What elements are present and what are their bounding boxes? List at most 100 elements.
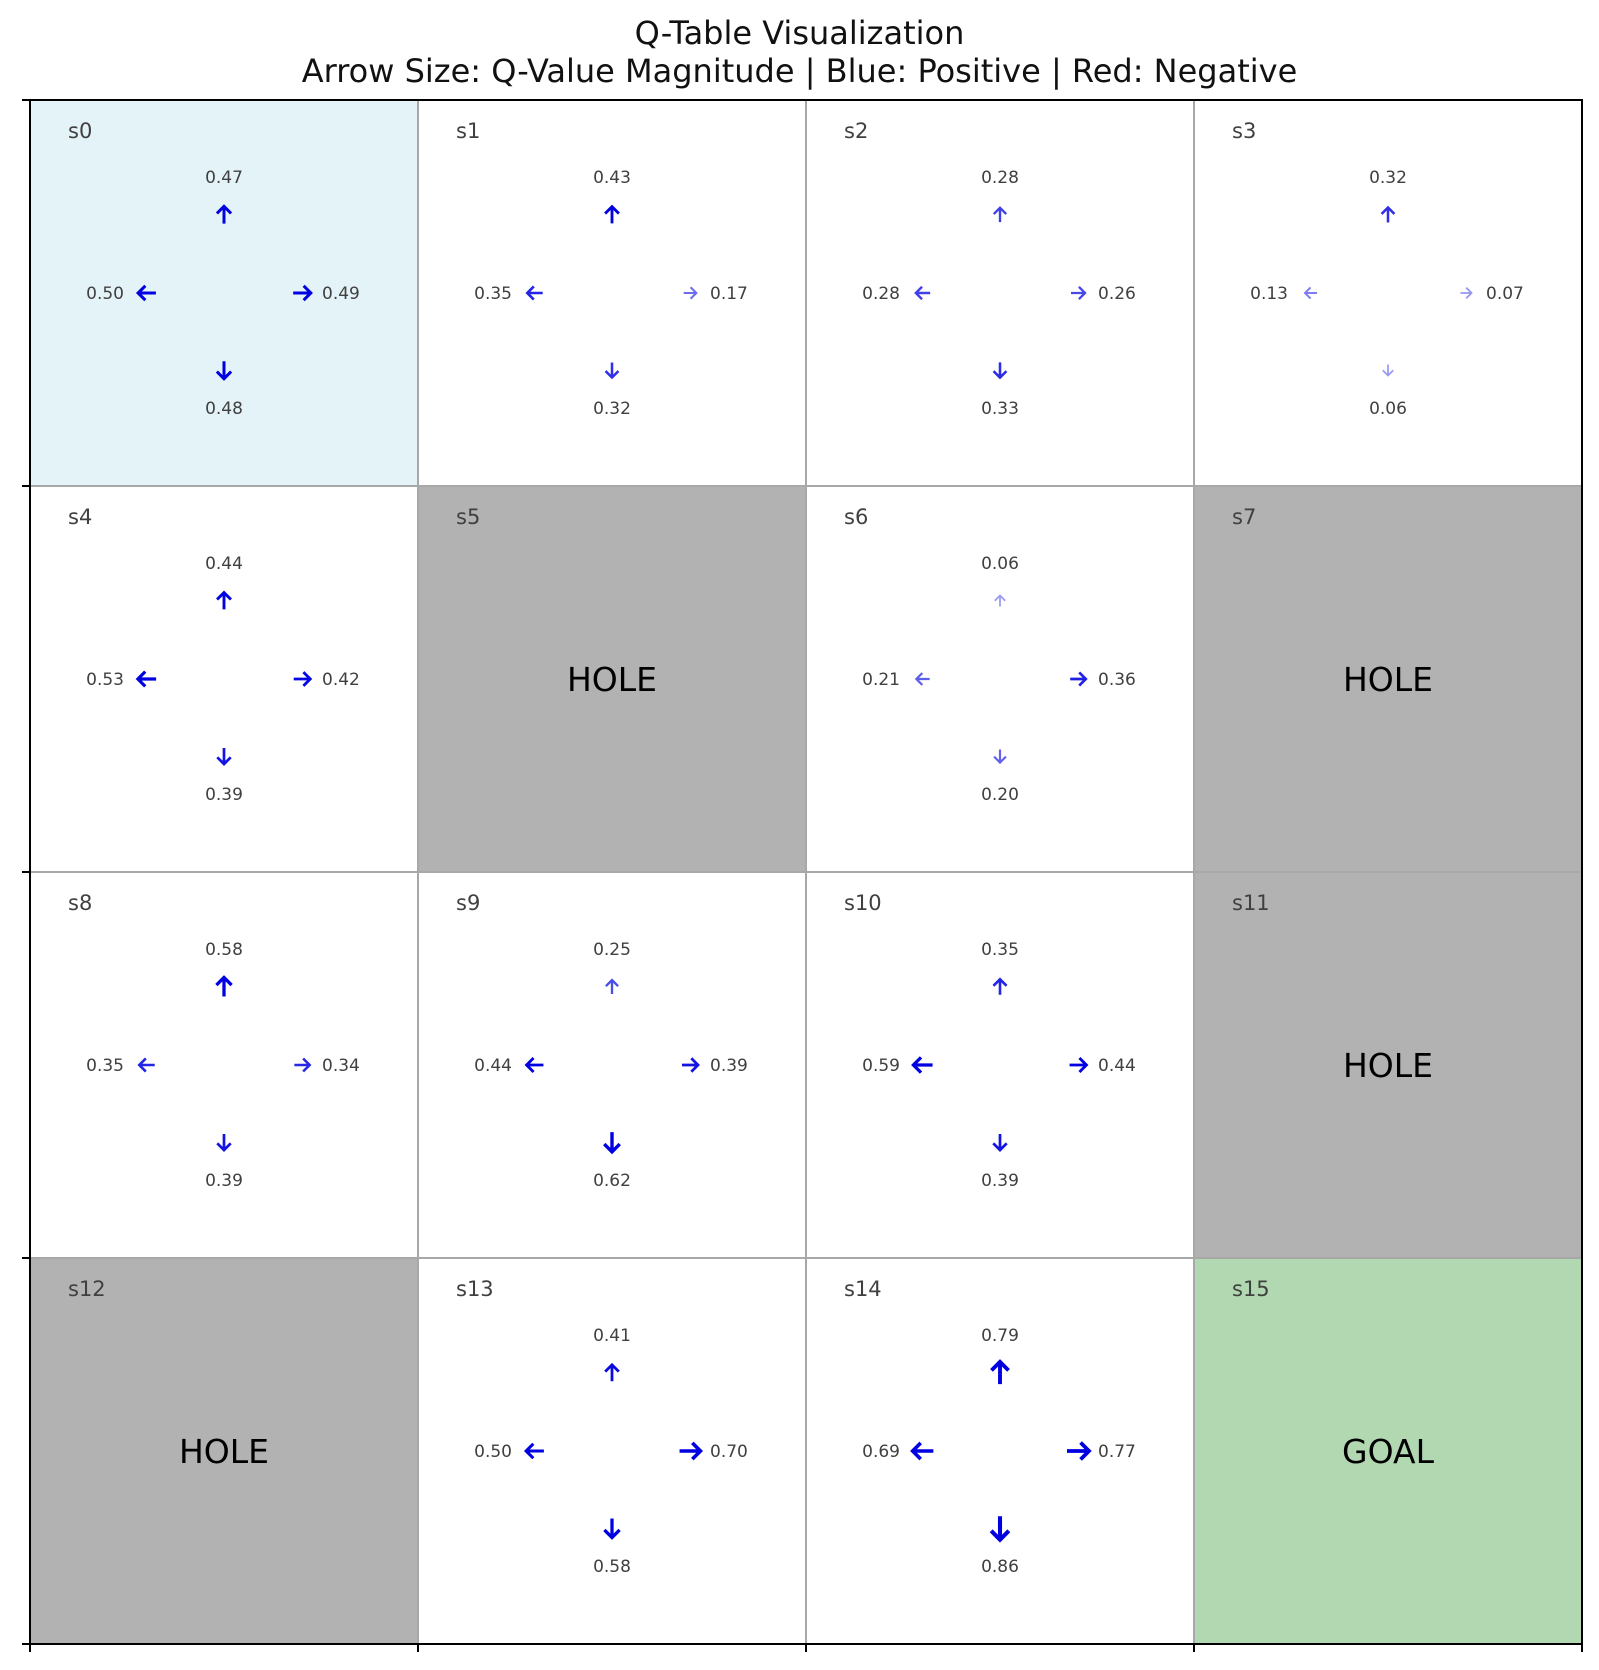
q-value-down: 0.39: [981, 1171, 1019, 1191]
state-cell-s13: s13 0.41 0.58 0.50 0.70: [417, 1257, 807, 1645]
arrow-down-icon: [603, 1518, 621, 1540]
arrow-up-icon: [215, 975, 233, 997]
q-value-down: 0.48: [205, 399, 243, 419]
arrow-right-icon: [1460, 287, 1473, 299]
arrow-up-icon: [992, 977, 1008, 995]
arrow-up-icon: [992, 206, 1008, 223]
q-value-left: 0.28: [862, 284, 900, 304]
arrow-up-icon: [604, 204, 620, 224]
state-cell-s10: s10 0.35 0.39 0.59 0.44: [805, 871, 1195, 1259]
q-value-right: 0.26: [1098, 284, 1136, 304]
arrow-left-icon: [914, 672, 930, 686]
q-value-left: 0.50: [86, 284, 124, 304]
chart-title: Q-Table Visualization: [634, 14, 965, 52]
cell-background: [1193, 1257, 1583, 1645]
q-value-left: 0.50: [474, 1442, 512, 1462]
q-value-up: 0.35: [981, 940, 1019, 960]
arrow-down-icon: [603, 1132, 621, 1155]
arrow-right-icon: [1069, 1057, 1089, 1073]
cell-background: [1193, 485, 1583, 873]
arrow-up-icon: [215, 204, 233, 224]
state-cell-s5: s5 HOLE: [417, 485, 807, 873]
arrow-right-icon: [683, 286, 698, 300]
arrow-up-icon: [1380, 205, 1396, 223]
q-value-right: 0.42: [322, 670, 360, 690]
arrow-left-icon: [914, 285, 931, 301]
cell-background: [29, 99, 419, 487]
state-label: s13: [456, 1277, 494, 1301]
q-value-left: 0.13: [1250, 284, 1288, 304]
cell-background: [805, 99, 1195, 487]
q-value-up: 0.28: [981, 168, 1019, 188]
state-cell-s15: s15 GOAL: [1193, 1257, 1583, 1645]
arrow-left-icon: [524, 1057, 544, 1073]
state-cell-s12: s12 HOLE: [29, 1257, 419, 1645]
cell-background: [805, 871, 1195, 1259]
q-value-left: 0.21: [862, 670, 900, 690]
q-value-down: 0.33: [981, 399, 1019, 419]
state-label: s7: [1232, 505, 1256, 529]
q-value-up: 0.06: [981, 554, 1019, 574]
state-label: s1: [456, 119, 480, 143]
state-cell-s8: s8 0.58 0.39 0.35 0.34: [29, 871, 419, 1259]
q-value-right: 0.70: [710, 1442, 748, 1462]
q-value-down: 0.39: [205, 1171, 243, 1191]
state-label: s6: [844, 505, 868, 529]
arrow-down-icon: [216, 1133, 232, 1152]
q-value-right: 0.36: [1098, 670, 1136, 690]
q-value-up: 0.58: [205, 940, 243, 960]
state-label: s11: [1232, 891, 1270, 915]
arrow-right-icon: [1070, 286, 1087, 300]
q-value-right: 0.34: [322, 1056, 360, 1076]
q-value-up: 0.25: [593, 940, 631, 960]
arrow-down-icon: [216, 747, 232, 766]
q-value-left: 0.69: [862, 1442, 900, 1462]
state-cell-s14: s14 0.79 0.86 0.69 0.77: [805, 1257, 1195, 1645]
chart-subtitle: Arrow Size: Q-Value Magnitude | Blue: Po…: [301, 52, 1298, 90]
arrow-right-icon: [681, 1057, 700, 1073]
q-value-right: 0.07: [1486, 284, 1524, 304]
arrow-left-icon: [911, 1056, 933, 1074]
state-label: s15: [1232, 1277, 1270, 1301]
arrow-up-icon: [216, 590, 232, 610]
q-value-down: 0.62: [593, 1171, 631, 1191]
q-value-down: 0.32: [593, 399, 631, 419]
arrow-up-icon: [990, 1359, 1010, 1385]
state-cell-s0: s0 0.47 0.48 0.50 0.49: [29, 99, 419, 487]
state-cell-s4: s4 0.44 0.39 0.53 0.42: [29, 485, 419, 873]
state-cell-s3: s3 0.32 0.06 0.13 0.07: [1193, 99, 1583, 487]
arrow-left-icon: [137, 1057, 155, 1073]
arrow-down-icon: [1382, 364, 1394, 377]
q-value-up: 0.32: [1369, 168, 1407, 188]
arrow-right-icon: [679, 1441, 704, 1461]
cell-background: [417, 871, 807, 1259]
arrow-up-icon: [604, 1362, 620, 1382]
q-value-right: 0.17: [710, 284, 748, 304]
arrow-down-icon: [215, 361, 233, 381]
state-label: s4: [68, 505, 92, 529]
arrow-down-icon: [989, 1516, 1011, 1543]
arrow-left-icon: [1303, 286, 1318, 300]
q-value-up: 0.44: [205, 554, 243, 574]
cell-background: [417, 485, 807, 873]
goal-label: GOAL: [1342, 1432, 1435, 1471]
arrow-down-icon: [992, 1133, 1008, 1152]
arrow-left-icon: [135, 284, 156, 302]
q-value-left: 0.59: [862, 1056, 900, 1076]
arrow-right-icon: [1070, 671, 1088, 687]
arrow-up-icon: [994, 594, 1006, 607]
q-value-down: 0.86: [981, 1557, 1019, 1577]
q-value-down: 0.39: [205, 785, 243, 805]
state-label: s2: [844, 119, 868, 143]
hole-label: HOLE: [567, 660, 657, 699]
state-label: s12: [68, 1277, 106, 1301]
hole-label: HOLE: [1343, 660, 1433, 699]
cell-background: [805, 485, 1195, 873]
q-value-left: 0.35: [86, 1056, 124, 1076]
arrow-down-icon: [993, 749, 1007, 765]
hole-label: HOLE: [179, 1432, 269, 1471]
state-label: s8: [68, 891, 92, 915]
q-value-left: 0.53: [86, 670, 124, 690]
hole-label: HOLE: [1343, 1046, 1433, 1085]
